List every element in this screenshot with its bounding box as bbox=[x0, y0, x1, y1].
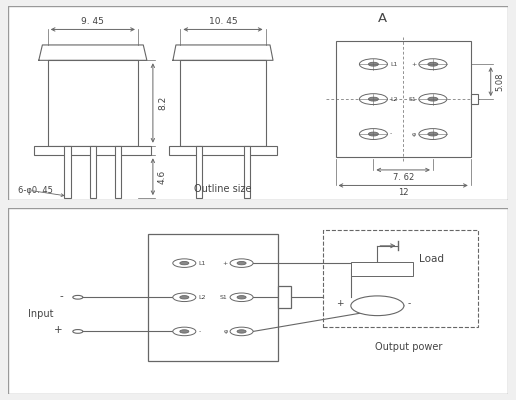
Circle shape bbox=[368, 62, 378, 66]
Bar bbox=[196, 146, 202, 198]
Bar bbox=[373, 236, 417, 255]
Circle shape bbox=[368, 132, 378, 136]
Text: +: + bbox=[54, 326, 63, 336]
Text: +: + bbox=[336, 300, 343, 308]
Bar bbox=[90, 146, 96, 198]
Text: +: + bbox=[222, 261, 228, 266]
Text: 6-φ0. 45: 6-φ0. 45 bbox=[18, 186, 53, 195]
Text: φ: φ bbox=[412, 132, 416, 136]
Circle shape bbox=[237, 330, 246, 333]
Circle shape bbox=[360, 129, 388, 140]
Text: -: - bbox=[408, 300, 411, 308]
Bar bbox=[351, 262, 413, 276]
Bar bbox=[278, 286, 291, 308]
Circle shape bbox=[428, 97, 438, 101]
Text: Outline size: Outline size bbox=[194, 184, 252, 194]
Text: 4.6: 4.6 bbox=[158, 170, 167, 184]
Circle shape bbox=[173, 259, 196, 268]
Text: +: + bbox=[411, 62, 416, 67]
Text: A: A bbox=[378, 12, 388, 25]
Text: L2: L2 bbox=[390, 97, 397, 102]
Text: 12: 12 bbox=[398, 188, 408, 197]
Bar bbox=[181, 60, 266, 146]
Circle shape bbox=[360, 94, 388, 104]
Bar bbox=[115, 146, 121, 198]
Circle shape bbox=[73, 296, 83, 299]
Polygon shape bbox=[173, 45, 273, 60]
Circle shape bbox=[419, 59, 447, 70]
Bar bbox=[64, 146, 71, 198]
Circle shape bbox=[419, 129, 447, 140]
Polygon shape bbox=[39, 45, 147, 60]
Bar bbox=[34, 146, 151, 155]
Text: -: - bbox=[390, 132, 392, 136]
Circle shape bbox=[419, 94, 447, 104]
Circle shape bbox=[428, 132, 438, 136]
Bar bbox=[148, 234, 278, 360]
Circle shape bbox=[351, 296, 404, 316]
Text: 9. 45: 9. 45 bbox=[82, 16, 104, 26]
Circle shape bbox=[73, 330, 83, 333]
Text: S1: S1 bbox=[409, 97, 416, 102]
Text: Load: Load bbox=[419, 254, 444, 264]
Text: Input: Input bbox=[28, 309, 53, 319]
Text: 7. 62: 7. 62 bbox=[393, 173, 414, 182]
Bar bbox=[471, 94, 478, 104]
Text: L2: L2 bbox=[198, 295, 206, 300]
Text: S1: S1 bbox=[220, 295, 228, 300]
Circle shape bbox=[230, 259, 253, 268]
Circle shape bbox=[173, 293, 196, 302]
Circle shape bbox=[237, 296, 246, 299]
Text: -: - bbox=[198, 329, 201, 334]
Circle shape bbox=[230, 327, 253, 336]
Circle shape bbox=[360, 59, 388, 70]
Text: L1: L1 bbox=[198, 261, 206, 266]
Bar bbox=[48, 60, 138, 146]
Text: 8.2: 8.2 bbox=[158, 96, 167, 110]
Text: I: I bbox=[376, 301, 379, 310]
Circle shape bbox=[237, 262, 246, 265]
Text: φ: φ bbox=[223, 329, 228, 334]
Text: -: - bbox=[59, 291, 63, 301]
Text: A: A bbox=[217, 221, 224, 231]
Text: Output power: Output power bbox=[375, 342, 442, 352]
Text: L1: L1 bbox=[390, 62, 397, 67]
Bar bbox=[323, 230, 478, 327]
Circle shape bbox=[230, 293, 253, 302]
Text: 10. 45: 10. 45 bbox=[208, 16, 237, 26]
Bar bbox=[335, 41, 471, 157]
Circle shape bbox=[428, 62, 438, 66]
Circle shape bbox=[180, 330, 189, 333]
Circle shape bbox=[368, 97, 378, 101]
Bar bbox=[169, 146, 277, 155]
Text: 5.08: 5.08 bbox=[496, 72, 505, 91]
Circle shape bbox=[180, 296, 189, 299]
Circle shape bbox=[173, 327, 196, 336]
Bar bbox=[244, 146, 250, 198]
Circle shape bbox=[180, 262, 189, 265]
